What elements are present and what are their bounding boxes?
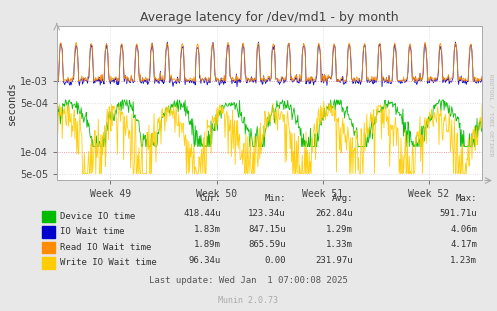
Text: Cur:: Cur:: [200, 193, 221, 202]
Title: Average latency for /dev/md1 - by month: Average latency for /dev/md1 - by month: [140, 11, 399, 24]
Y-axis label: seconds: seconds: [7, 81, 17, 125]
Text: RRDTOOL / TOBI OETIKER: RRDTOOL / TOBI OETIKER: [489, 74, 494, 156]
Text: 231.97u: 231.97u: [315, 256, 353, 265]
Text: 1.33m: 1.33m: [326, 240, 353, 249]
Text: 0.00: 0.00: [264, 256, 286, 265]
Text: 1.89m: 1.89m: [194, 240, 221, 249]
Text: 262.84u: 262.84u: [315, 209, 353, 218]
Text: Max:: Max:: [456, 193, 477, 202]
Text: 1.23m: 1.23m: [450, 256, 477, 265]
Text: 4.17m: 4.17m: [450, 240, 477, 249]
Text: Min:: Min:: [264, 193, 286, 202]
Text: Device IO time: Device IO time: [60, 212, 135, 220]
Text: Avg:: Avg:: [331, 193, 353, 202]
Text: 591.71u: 591.71u: [439, 209, 477, 218]
Text: 123.34u: 123.34u: [248, 209, 286, 218]
Text: 418.44u: 418.44u: [183, 209, 221, 218]
Text: Write IO Wait time: Write IO Wait time: [60, 258, 157, 267]
Text: 1.29m: 1.29m: [326, 225, 353, 234]
Text: 847.15u: 847.15u: [248, 225, 286, 234]
Text: Munin 2.0.73: Munin 2.0.73: [219, 296, 278, 305]
Text: Last update: Wed Jan  1 07:00:08 2025: Last update: Wed Jan 1 07:00:08 2025: [149, 276, 348, 285]
Text: 4.06m: 4.06m: [450, 225, 477, 234]
Text: Read IO Wait time: Read IO Wait time: [60, 243, 151, 252]
Text: 865.59u: 865.59u: [248, 240, 286, 249]
Text: 96.34u: 96.34u: [189, 256, 221, 265]
Text: IO Wait time: IO Wait time: [60, 227, 124, 236]
Text: 1.83m: 1.83m: [194, 225, 221, 234]
